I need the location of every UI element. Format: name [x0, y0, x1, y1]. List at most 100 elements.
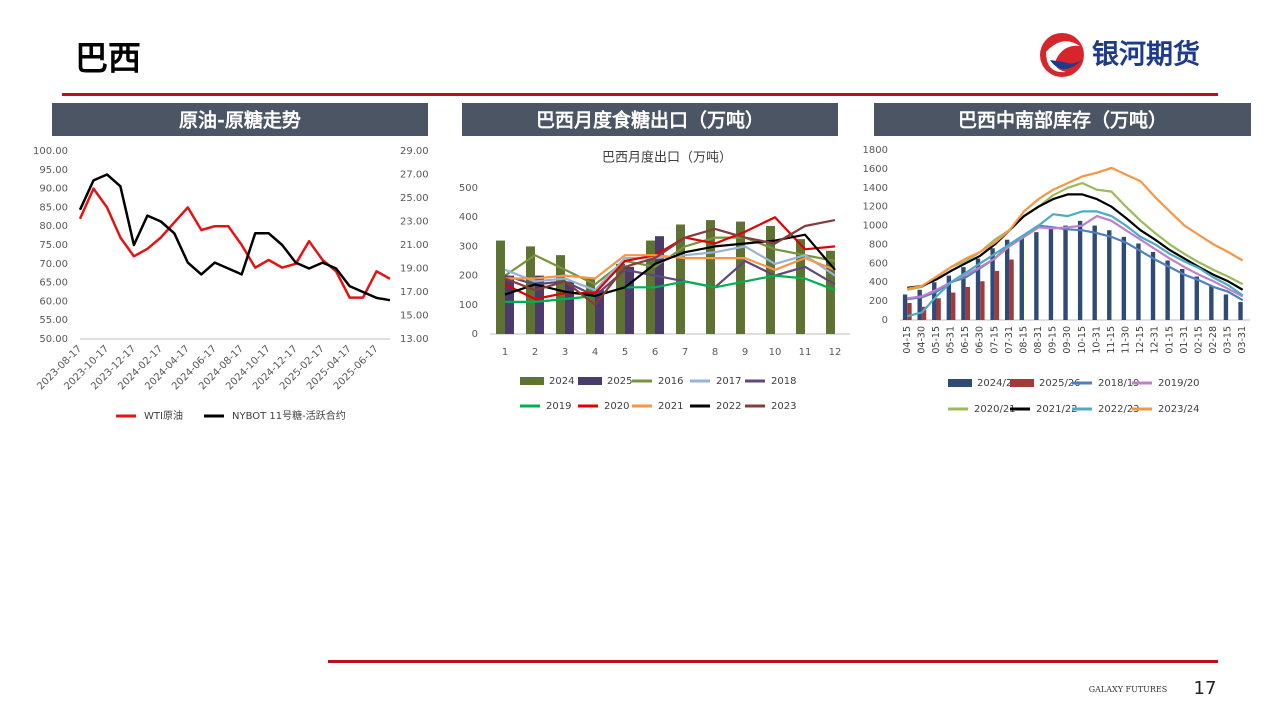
x-tick-label: 7 [682, 347, 688, 358]
series-line [907, 224, 1244, 302]
bar [936, 298, 941, 320]
legend-label: 2023/24 [1158, 404, 1200, 415]
chart-subtitle: 巴西月度出口（万吨） [602, 150, 732, 166]
bar [975, 258, 981, 320]
series-line [78, 173, 391, 302]
bar [1005, 239, 1010, 320]
series-line [504, 219, 836, 306]
y-tick-label: 15.00 [400, 311, 429, 322]
x-tick-label: 05-31 [946, 326, 957, 354]
x-tick-label: 06-15 [960, 326, 971, 354]
page-number: 17 [1194, 678, 1217, 699]
x-tick-label: 3 [562, 347, 568, 358]
x-tick-label: 01-15 [1164, 326, 1175, 354]
y-tick-label: 80.00 [39, 221, 68, 232]
bar [1180, 269, 1185, 320]
y-tick-label: 200 [869, 296, 888, 307]
slide-title: 巴西 [75, 39, 141, 78]
header-rule [62, 93, 1218, 96]
x-tick-label: 09-15 [1048, 326, 1059, 354]
logo: 银河期货 [1040, 33, 1200, 77]
y-tick-label: 1600 [863, 164, 888, 175]
bar [1223, 294, 1229, 320]
bar [766, 225, 775, 334]
legend-label: 2016 [658, 376, 683, 387]
y-tick-label: 29.00 [400, 146, 429, 157]
bar [980, 281, 985, 320]
x-tick-label: 08-31 [1033, 326, 1044, 354]
y-tick-label: 70.00 [39, 259, 68, 270]
y-tick-label: 400 [869, 277, 888, 288]
bar [1136, 243, 1141, 320]
y-tick-label: 800 [869, 239, 888, 250]
legend-label: 2021 [658, 401, 683, 412]
bar [1121, 236, 1127, 320]
logo-text: 银河期货 [1092, 39, 1200, 71]
legend-label: 2018 [771, 376, 796, 387]
x-tick-label: 10 [769, 347, 782, 358]
series-line [78, 187, 391, 299]
y-tick-label: 23.00 [400, 217, 429, 228]
y-tick-label: 200 [459, 271, 478, 282]
bar [1048, 227, 1054, 320]
chart-title: 原油-原糖走势 [179, 109, 301, 132]
legend-label: 2024 [549, 376, 574, 387]
bar [1092, 225, 1097, 320]
y-tick-label: 0 [472, 329, 478, 340]
x-tick-label: 08-15 [1018, 326, 1029, 354]
bar [1209, 286, 1214, 320]
bar [655, 236, 664, 334]
bar [990, 248, 995, 320]
x-tick-label: 12 [829, 347, 842, 358]
x-tick-label: 2 [532, 347, 538, 358]
legend-label: 2019/20 [1158, 378, 1200, 389]
chart-title: 巴西月度食糖出口（万吨） [536, 109, 764, 132]
panel-header [874, 103, 1251, 136]
y-tick-label: 25.00 [400, 193, 429, 204]
x-tick-label: 04-30 [916, 326, 927, 354]
bar [1165, 260, 1170, 320]
bar [526, 246, 535, 334]
x-tick-label: 03-31 [1237, 326, 1248, 354]
legend-label: 2018/19 [1098, 378, 1140, 389]
bar [994, 270, 1000, 320]
legend-label: 2020/21 [974, 404, 1016, 415]
y-tick-label: 60.00 [39, 296, 68, 307]
y-tick-label: 90.00 [39, 184, 68, 195]
bar [921, 306, 927, 320]
bar [796, 239, 805, 334]
x-tick-label: 03-15 [1223, 326, 1234, 354]
series-line [505, 254, 836, 280]
bar [535, 275, 544, 334]
x-tick-label: 05-15 [931, 326, 942, 354]
bar [1063, 225, 1068, 320]
bar [616, 263, 625, 334]
bar [965, 286, 970, 320]
bar [676, 224, 685, 334]
y-tick-label: 75.00 [39, 240, 68, 251]
y-tick-label: 50.00 [39, 334, 68, 345]
bar [907, 303, 912, 320]
y-tick-label: 1000 [863, 221, 888, 232]
y-tick-label: 95.00 [39, 165, 68, 176]
x-tick-label: 12-15 [1135, 326, 1146, 354]
bar [1009, 259, 1014, 320]
x-tick-label: 4 [592, 347, 598, 358]
x-tick-label: 1 [502, 347, 508, 358]
footer-company: GALAXY FUTURES [1089, 685, 1168, 694]
legend-label: 2022 [716, 401, 741, 412]
bar [1107, 230, 1112, 320]
x-tick-label: 07-31 [1004, 326, 1015, 354]
legend-swatch [948, 379, 972, 387]
legend-label: WTI原油 [144, 409, 183, 422]
y-tick-label: 85.00 [39, 202, 68, 213]
x-tick-label: 11-30 [1121, 326, 1132, 354]
series-line [907, 193, 1244, 291]
x-tick-label: 04-15 [902, 326, 913, 354]
bar [736, 221, 745, 334]
bar [932, 282, 937, 320]
chart-title: 巴西中南部库存（万吨） [958, 109, 1167, 132]
legend-label: NYBOT 11号糖-活跃合约 [232, 409, 346, 422]
